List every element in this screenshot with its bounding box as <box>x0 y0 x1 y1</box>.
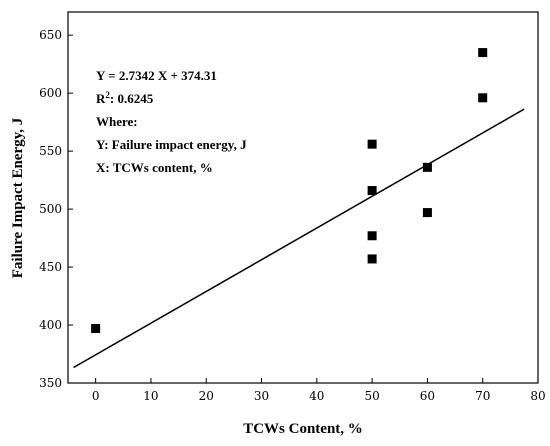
data-point <box>478 93 488 103</box>
annotation-equation: Y = 2.7342 X + 374.31 <box>96 68 217 83</box>
x-tick-label: 10 <box>143 389 158 403</box>
x-tick-label: 0 <box>92 389 100 403</box>
y-tick-label: 600 <box>39 86 62 100</box>
regression-line <box>73 108 525 369</box>
y-tick-label: 500 <box>39 202 62 216</box>
x-tick-label: 70 <box>475 389 490 403</box>
x-tick-label: 60 <box>420 389 435 403</box>
data-point <box>422 162 432 172</box>
x-tick-label: 20 <box>199 389 214 403</box>
data-point <box>422 208 432 218</box>
y-tick-label: 450 <box>39 260 62 274</box>
data-point <box>91 324 101 334</box>
data-point <box>367 139 377 149</box>
y-tick-label: 550 <box>39 144 62 158</box>
y-axis-title: Failure Impact Energy, J <box>10 117 26 278</box>
x-tick-label: 30 <box>254 389 269 403</box>
y-tick-label: 650 <box>39 28 62 42</box>
data-point <box>367 186 377 196</box>
x-axis-ticks: 0 10 20 30 40 50 60 70 80 <box>92 378 546 403</box>
data-points <box>91 48 488 334</box>
y-axis-ticks: 350 400 450 500 550 600 650 <box>39 28 73 390</box>
annotation-x-definition: X: TCWs content, % <box>96 160 213 175</box>
x-tick-label: 50 <box>364 389 379 403</box>
x-tick-label: 80 <box>530 389 545 403</box>
y-tick-label: 400 <box>39 318 62 332</box>
annotation-box: Y = 2.7342 X + 374.31 R2: 0.6245 Where: … <box>96 68 247 175</box>
y-tick-label: 350 <box>39 376 62 390</box>
annotation-r2: R2: 0.6245 <box>96 90 154 106</box>
annotation-y-definition: Y: Failure impact energy, J <box>96 137 247 152</box>
data-point <box>478 48 488 58</box>
plot-frame <box>67 11 539 384</box>
data-point <box>367 231 377 241</box>
annotation-where: Where: <box>96 114 138 129</box>
x-tick-label: 40 <box>309 389 324 403</box>
x-axis-title: TCWs Content, % <box>243 421 363 437</box>
data-point <box>367 254 377 264</box>
